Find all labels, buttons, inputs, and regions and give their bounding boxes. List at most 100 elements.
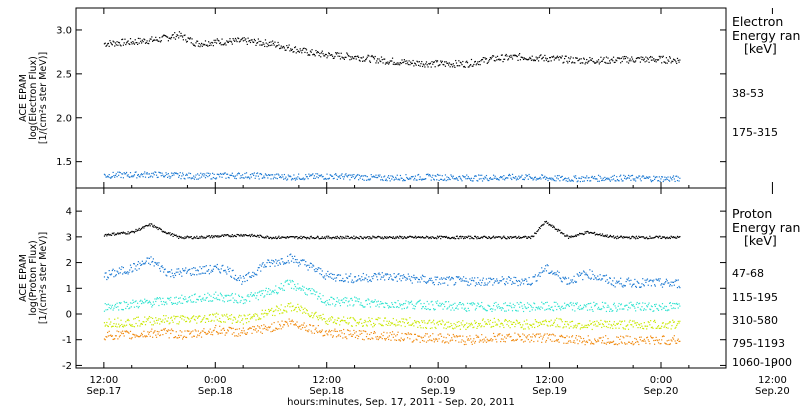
data-point [474, 285, 477, 287]
data-point [628, 60, 630, 62]
data-point [247, 235, 249, 237]
data-point [328, 273, 331, 275]
data-point [158, 318, 160, 320]
data-point [313, 53, 315, 55]
data-point [174, 234, 176, 236]
data-point [125, 307, 127, 310]
data-point [632, 304, 634, 306]
data-point [511, 236, 514, 238]
data-point [300, 178, 302, 180]
data-point [387, 336, 389, 338]
data-point [657, 179, 660, 182]
data-point [421, 320, 423, 322]
data-point [485, 174, 488, 177]
data-point [423, 302, 425, 305]
data-point [217, 294, 219, 296]
data-point [437, 237, 439, 239]
data-point [432, 237, 435, 239]
data-point [446, 276, 448, 278]
data-point [592, 321, 594, 323]
data-point [470, 63, 472, 66]
data-point [422, 336, 424, 339]
data-point [559, 326, 561, 328]
data-point [341, 319, 343, 321]
data-point [429, 319, 431, 321]
data-point [525, 236, 527, 238]
data-point [390, 321, 392, 324]
data-point [359, 177, 361, 179]
data-point [330, 319, 332, 321]
data-point [620, 321, 623, 323]
data-point [518, 235, 520, 238]
data-point [432, 61, 435, 63]
data-point [631, 284, 634, 286]
data-point [523, 179, 525, 181]
data-point [200, 331, 202, 333]
data-point [574, 62, 576, 64]
data-point [271, 174, 274, 176]
data-point [604, 320, 606, 322]
data-point [257, 299, 259, 301]
data-point [587, 276, 589, 278]
data-point [421, 236, 424, 238]
data-point [565, 55, 567, 57]
data-point [327, 55, 329, 57]
data-point [310, 262, 312, 265]
data-point [548, 320, 550, 323]
data-point [585, 232, 587, 234]
data-point [391, 278, 393, 280]
data-point [162, 266, 164, 269]
data-point [615, 180, 617, 182]
data-point [218, 268, 220, 271]
data-point [162, 174, 164, 176]
data-point [675, 303, 677, 305]
data-point [414, 63, 417, 65]
data-point [108, 307, 110, 309]
data-point [318, 331, 320, 333]
data-point [622, 180, 624, 182]
data-point [266, 45, 268, 48]
data-point [564, 235, 566, 237]
data-point [107, 234, 109, 236]
data-point [375, 305, 377, 307]
data-point [331, 277, 333, 279]
data-point [261, 44, 263, 46]
data-point [170, 332, 172, 335]
data-point [376, 338, 378, 340]
data-point [638, 236, 641, 238]
data-point [503, 278, 505, 280]
data-point [488, 277, 490, 279]
data-point [318, 54, 320, 57]
data-point [635, 303, 638, 305]
data-point [145, 335, 147, 337]
data-point [485, 323, 487, 325]
data-point [654, 236, 656, 238]
data-point [649, 279, 651, 282]
data-point [558, 318, 560, 320]
data-point [373, 236, 375, 238]
data-point [170, 276, 172, 278]
data-point [575, 57, 578, 59]
data-point [317, 295, 319, 297]
data-point [182, 237, 184, 239]
data-point [551, 270, 553, 272]
data-point [604, 302, 606, 304]
data-point [376, 58, 379, 60]
data-point [122, 173, 124, 175]
data-point [565, 326, 567, 328]
data-point [238, 314, 241, 316]
data-point [255, 175, 257, 177]
data-point [516, 55, 518, 58]
data-point [301, 259, 304, 261]
data-point [219, 235, 222, 237]
data-point [645, 281, 647, 284]
data-point [337, 335, 339, 337]
data-point [276, 177, 278, 180]
data-point [429, 236, 432, 238]
data-point [376, 304, 379, 306]
data-point [214, 265, 216, 267]
data-point [439, 320, 441, 322]
data-point [432, 304, 434, 306]
data-point [678, 180, 680, 182]
data-point [595, 277, 597, 279]
